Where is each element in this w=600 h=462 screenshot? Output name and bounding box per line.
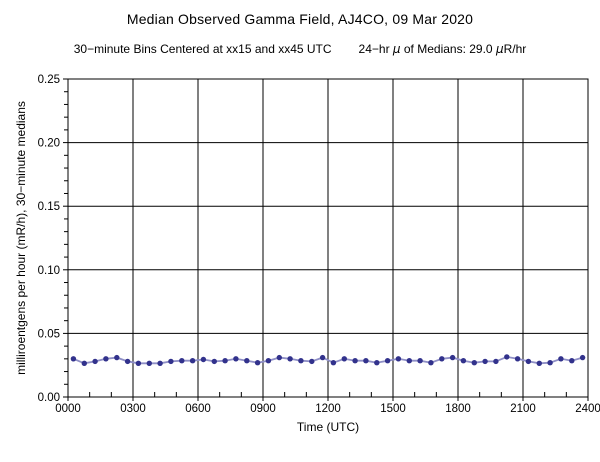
x-tick-label: 1800	[445, 403, 471, 415]
data-point	[547, 360, 553, 366]
data-point	[384, 358, 391, 364]
data-point	[558, 356, 564, 362]
y-tick-label: 0.10	[38, 265, 60, 277]
x-tick-label: 0300	[120, 403, 146, 415]
subtitle-bins: 30−minute Bins Centered at xx15 and xx45…	[73, 42, 332, 56]
data-point	[146, 360, 152, 366]
data-point	[254, 360, 261, 366]
data-point	[276, 354, 282, 361]
data-point	[309, 358, 315, 365]
data-point	[200, 356, 207, 363]
data-point	[189, 358, 196, 364]
data-point	[211, 358, 217, 365]
x-axis-label: Time (UTC)	[297, 420, 359, 434]
data-point	[330, 360, 337, 366]
data-point	[341, 356, 347, 362]
data-point	[135, 360, 142, 366]
x-tick-label: 0900	[250, 403, 276, 415]
chart-title: Median Observed Gamma Field, AJ4CO, 09 M…	[126, 11, 474, 27]
data-point	[157, 360, 163, 366]
data-point	[569, 358, 575, 364]
data-point	[504, 354, 510, 360]
data-point	[222, 358, 228, 364]
data-point	[482, 358, 488, 365]
data-point	[81, 360, 88, 366]
y-tick-label: 0.15	[38, 201, 60, 213]
data-point	[168, 358, 174, 365]
y-tick-label: 0.00	[38, 392, 60, 404]
x-tick-label: 2400	[575, 403, 600, 415]
data-point	[298, 358, 304, 364]
data-point	[428, 360, 434, 366]
data-point	[439, 356, 445, 362]
data-point	[493, 358, 499, 365]
x-tick-label: 1200	[315, 403, 341, 415]
x-tick-label: 2100	[510, 403, 536, 415]
y-tick-label: 0.05	[38, 328, 60, 340]
data-point	[460, 358, 467, 364]
x-tick-label: 0600	[185, 403, 211, 415]
mu-symbol: μ	[495, 42, 504, 56]
data-point	[352, 358, 358, 364]
chart-subtitle: 30−minute Bins Centered at xx15 and xx45…	[0, 42, 600, 56]
data-point	[374, 360, 380, 366]
data-point	[579, 354, 586, 361]
data-point	[179, 358, 185, 364]
data-point	[265, 358, 272, 364]
x-tick-label: 0000	[55, 403, 81, 415]
y-axis-label: milliroentgens per hour (mR/h), 30−minut…	[14, 101, 28, 375]
data-point	[525, 358, 532, 365]
x-tick-label: 1500	[380, 403, 406, 415]
data-point	[233, 356, 239, 362]
data-point	[536, 360, 542, 366]
data-point	[244, 358, 250, 364]
subtitle-mean: 24−hr μ of Medians: 29.0 μR/hr	[358, 42, 527, 56]
data-point	[319, 354, 326, 361]
data-point	[417, 358, 423, 364]
mu-symbol: μ	[392, 42, 401, 56]
data-point	[514, 356, 521, 362]
data-point	[395, 356, 402, 362]
plot-border	[67, 78, 589, 398]
data-point	[471, 360, 477, 366]
data-point	[70, 356, 77, 362]
data-point	[114, 354, 120, 361]
data-point	[92, 358, 98, 365]
data-point	[103, 356, 109, 362]
y-tick-label: 0.25	[38, 74, 60, 86]
data-point	[363, 358, 369, 364]
data-point	[287, 356, 293, 362]
data-point	[124, 358, 131, 365]
data-point	[449, 354, 456, 361]
y-tick-label: 0.20	[38, 138, 60, 150]
data-point	[406, 358, 412, 364]
